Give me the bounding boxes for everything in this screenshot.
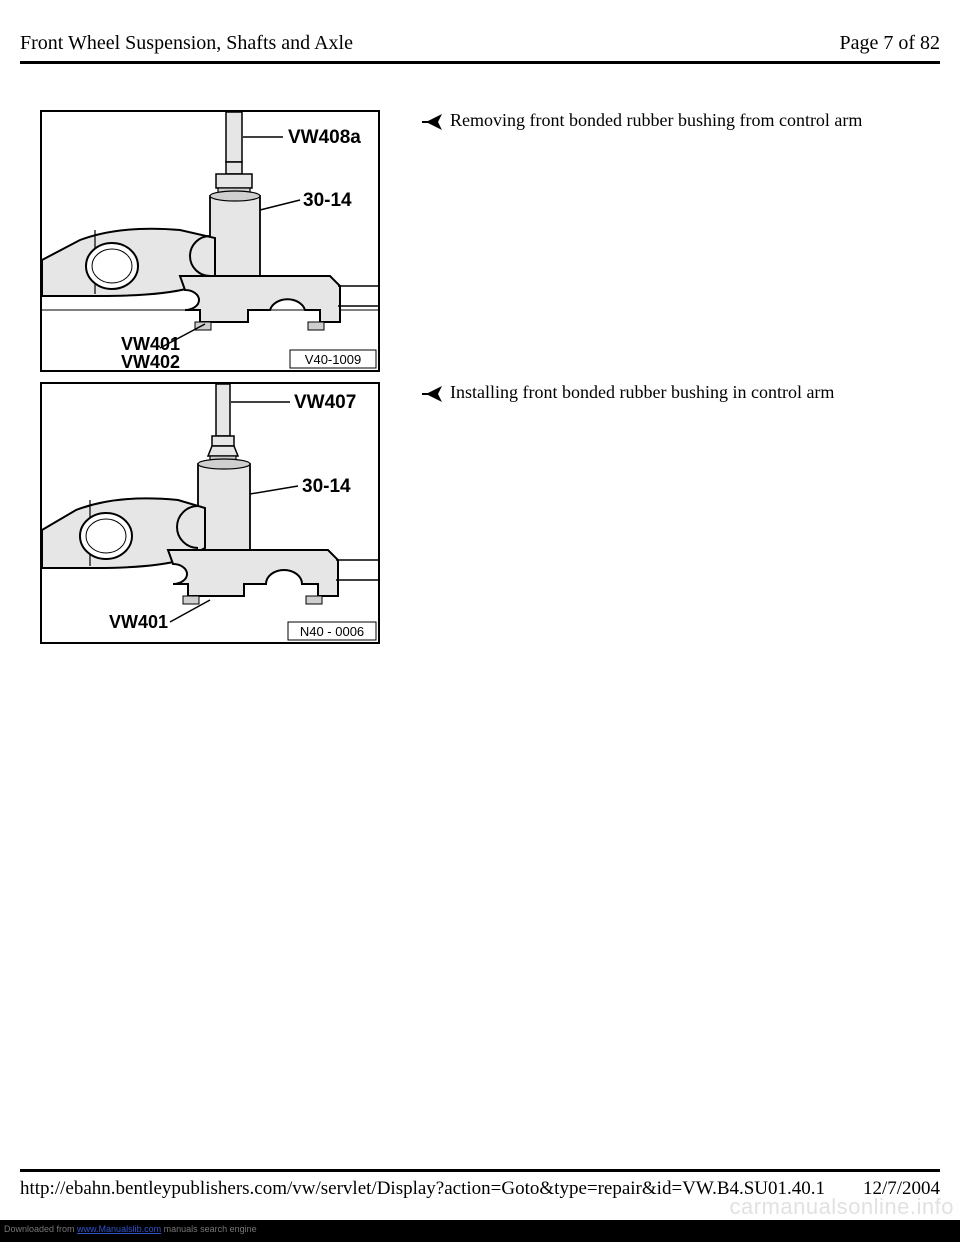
- page-content: VW408a 30-14 VW401 VW402 V40-1009 Removi…: [40, 110, 920, 654]
- download-link[interactable]: www.Manualslib.com: [77, 1224, 161, 1234]
- arrow-left-icon: [420, 382, 444, 406]
- figure-2-caption: Installing front bonded rubber bushing i…: [420, 382, 834, 406]
- header-title: Front Wheel Suspension, Shafts and Axle: [20, 32, 353, 55]
- fig1-code: V40-1009: [305, 352, 361, 367]
- fig1-label-top: VW408a: [288, 127, 361, 148]
- download-suffix: manuals search engine: [161, 1224, 257, 1234]
- figure-1-caption: Removing front bonded rubber bushing fro…: [420, 110, 862, 134]
- footer-url: http://ebahn.bentleypublishers.com/vw/se…: [20, 1178, 825, 1200]
- arrow-left-icon: [420, 110, 444, 134]
- figure-2: VW407 30-14 VW401 N40 - 0006: [40, 382, 380, 644]
- figure-1-svg: VW408a 30-14 VW401 VW402 V40-1009: [40, 110, 380, 372]
- figure-1: VW408a 30-14 VW401 VW402 V40-1009: [40, 110, 380, 372]
- fig2-label-mid: 30-14: [302, 476, 351, 497]
- fig1-label-mid: 30-14: [303, 190, 352, 211]
- page-header: Front Wheel Suspension, Shafts and Axle …: [20, 32, 940, 64]
- figure-2-caption-text: Installing front bonded rubber bushing i…: [450, 382, 834, 404]
- figure-row-1: VW408a 30-14 VW401 VW402 V40-1009 Removi…: [40, 110, 920, 372]
- fig1-label-bl1: VW401: [121, 334, 180, 354]
- figure-1-caption-text: Removing front bonded rubber bushing fro…: [450, 110, 862, 132]
- download-prefix: Downloaded from: [4, 1224, 77, 1234]
- manual-page: Front Wheel Suspension, Shafts and Axle …: [0, 0, 960, 1220]
- fig2-label-top: VW407: [294, 392, 356, 413]
- figure-2-svg: VW407 30-14 VW401 N40 - 0006: [40, 382, 380, 644]
- bottom-bar: Downloaded from www.Manualslib.com manua…: [0, 1220, 960, 1242]
- header-page-number: Page 7 of 82: [839, 32, 940, 55]
- figure-row-2: VW407 30-14 VW401 N40 - 0006 Installing …: [40, 382, 920, 644]
- download-attribution: Downloaded from www.Manualslib.com manua…: [4, 1224, 257, 1234]
- fig1-label-bl2: VW402: [121, 352, 180, 372]
- fig2-code: N40 - 0006: [300, 624, 364, 639]
- fig2-label-bl: VW401: [109, 612, 168, 632]
- watermark-text: carmanualsonline.info: [729, 1194, 954, 1220]
